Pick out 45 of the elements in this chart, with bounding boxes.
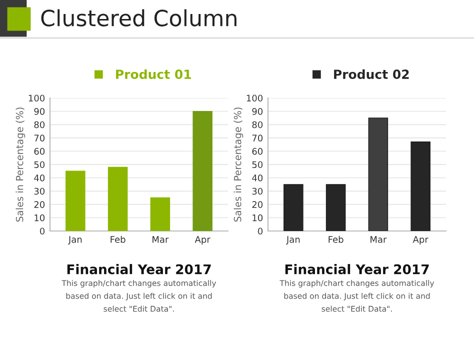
y-tick-label: 60	[34, 148, 45, 155]
y-tick-label: 30	[252, 188, 263, 195]
x-tick-label: Apr	[194, 236, 210, 245]
y-tick-label: 0	[40, 228, 45, 235]
y-tick-label: 40	[34, 174, 45, 182]
bar	[284, 184, 304, 231]
x-tick-label: Mar	[370, 236, 387, 243]
y-tick-label: 70	[252, 134, 263, 142]
text: Clustered Column	[41, 9, 236, 26]
x-tick-label: Jan	[286, 236, 300, 245]
x-tick-label: Mar	[152, 236, 169, 243]
x-tick-label: Feb	[328, 236, 344, 243]
y-tick-label: 10	[34, 214, 45, 222]
x-tick-label: Apr	[412, 236, 428, 245]
bar	[326, 184, 346, 231]
legend-label: Product 01	[116, 69, 191, 80]
legend-label: Product 02	[334, 69, 409, 80]
x-axis-title: Financial Year 2017	[67, 264, 211, 274]
y-tick-label: 10	[252, 214, 263, 222]
y-tick-label: 50	[34, 161, 45, 168]
y-tick-label: 100	[246, 94, 263, 102]
bar	[368, 118, 388, 231]
y-tick-label: 100	[28, 94, 45, 102]
y-tick-label: 80	[252, 121, 263, 128]
bar	[192, 110, 212, 231]
x-axis-title: Financial Year 2017	[285, 264, 429, 274]
y-tick-label: 20	[252, 201, 263, 208]
y-axis-title: Sales in Percentage (%)	[234, 108, 244, 222]
y-tick-label: 70	[34, 134, 45, 142]
y-tick-label: 90	[34, 108, 45, 115]
y-tick-label: 60	[252, 148, 263, 155]
bar	[410, 142, 430, 231]
y-tick-label: 30	[34, 188, 45, 195]
y-tick-label: 90	[252, 108, 263, 115]
y-tick-label: 40	[252, 174, 263, 182]
y-tick-label: 80	[34, 121, 45, 128]
y-axis-title: Sales in Percentage (%)	[16, 108, 26, 222]
y-tick-label: 20	[34, 201, 45, 208]
y-tick-label: 50	[252, 161, 263, 168]
x-tick-label: Jan	[68, 236, 82, 245]
x-tick-label: Feb	[110, 236, 126, 243]
bar	[108, 166, 128, 231]
bar	[150, 197, 170, 231]
y-tick-label: 0	[258, 228, 263, 235]
bar	[66, 170, 86, 231]
